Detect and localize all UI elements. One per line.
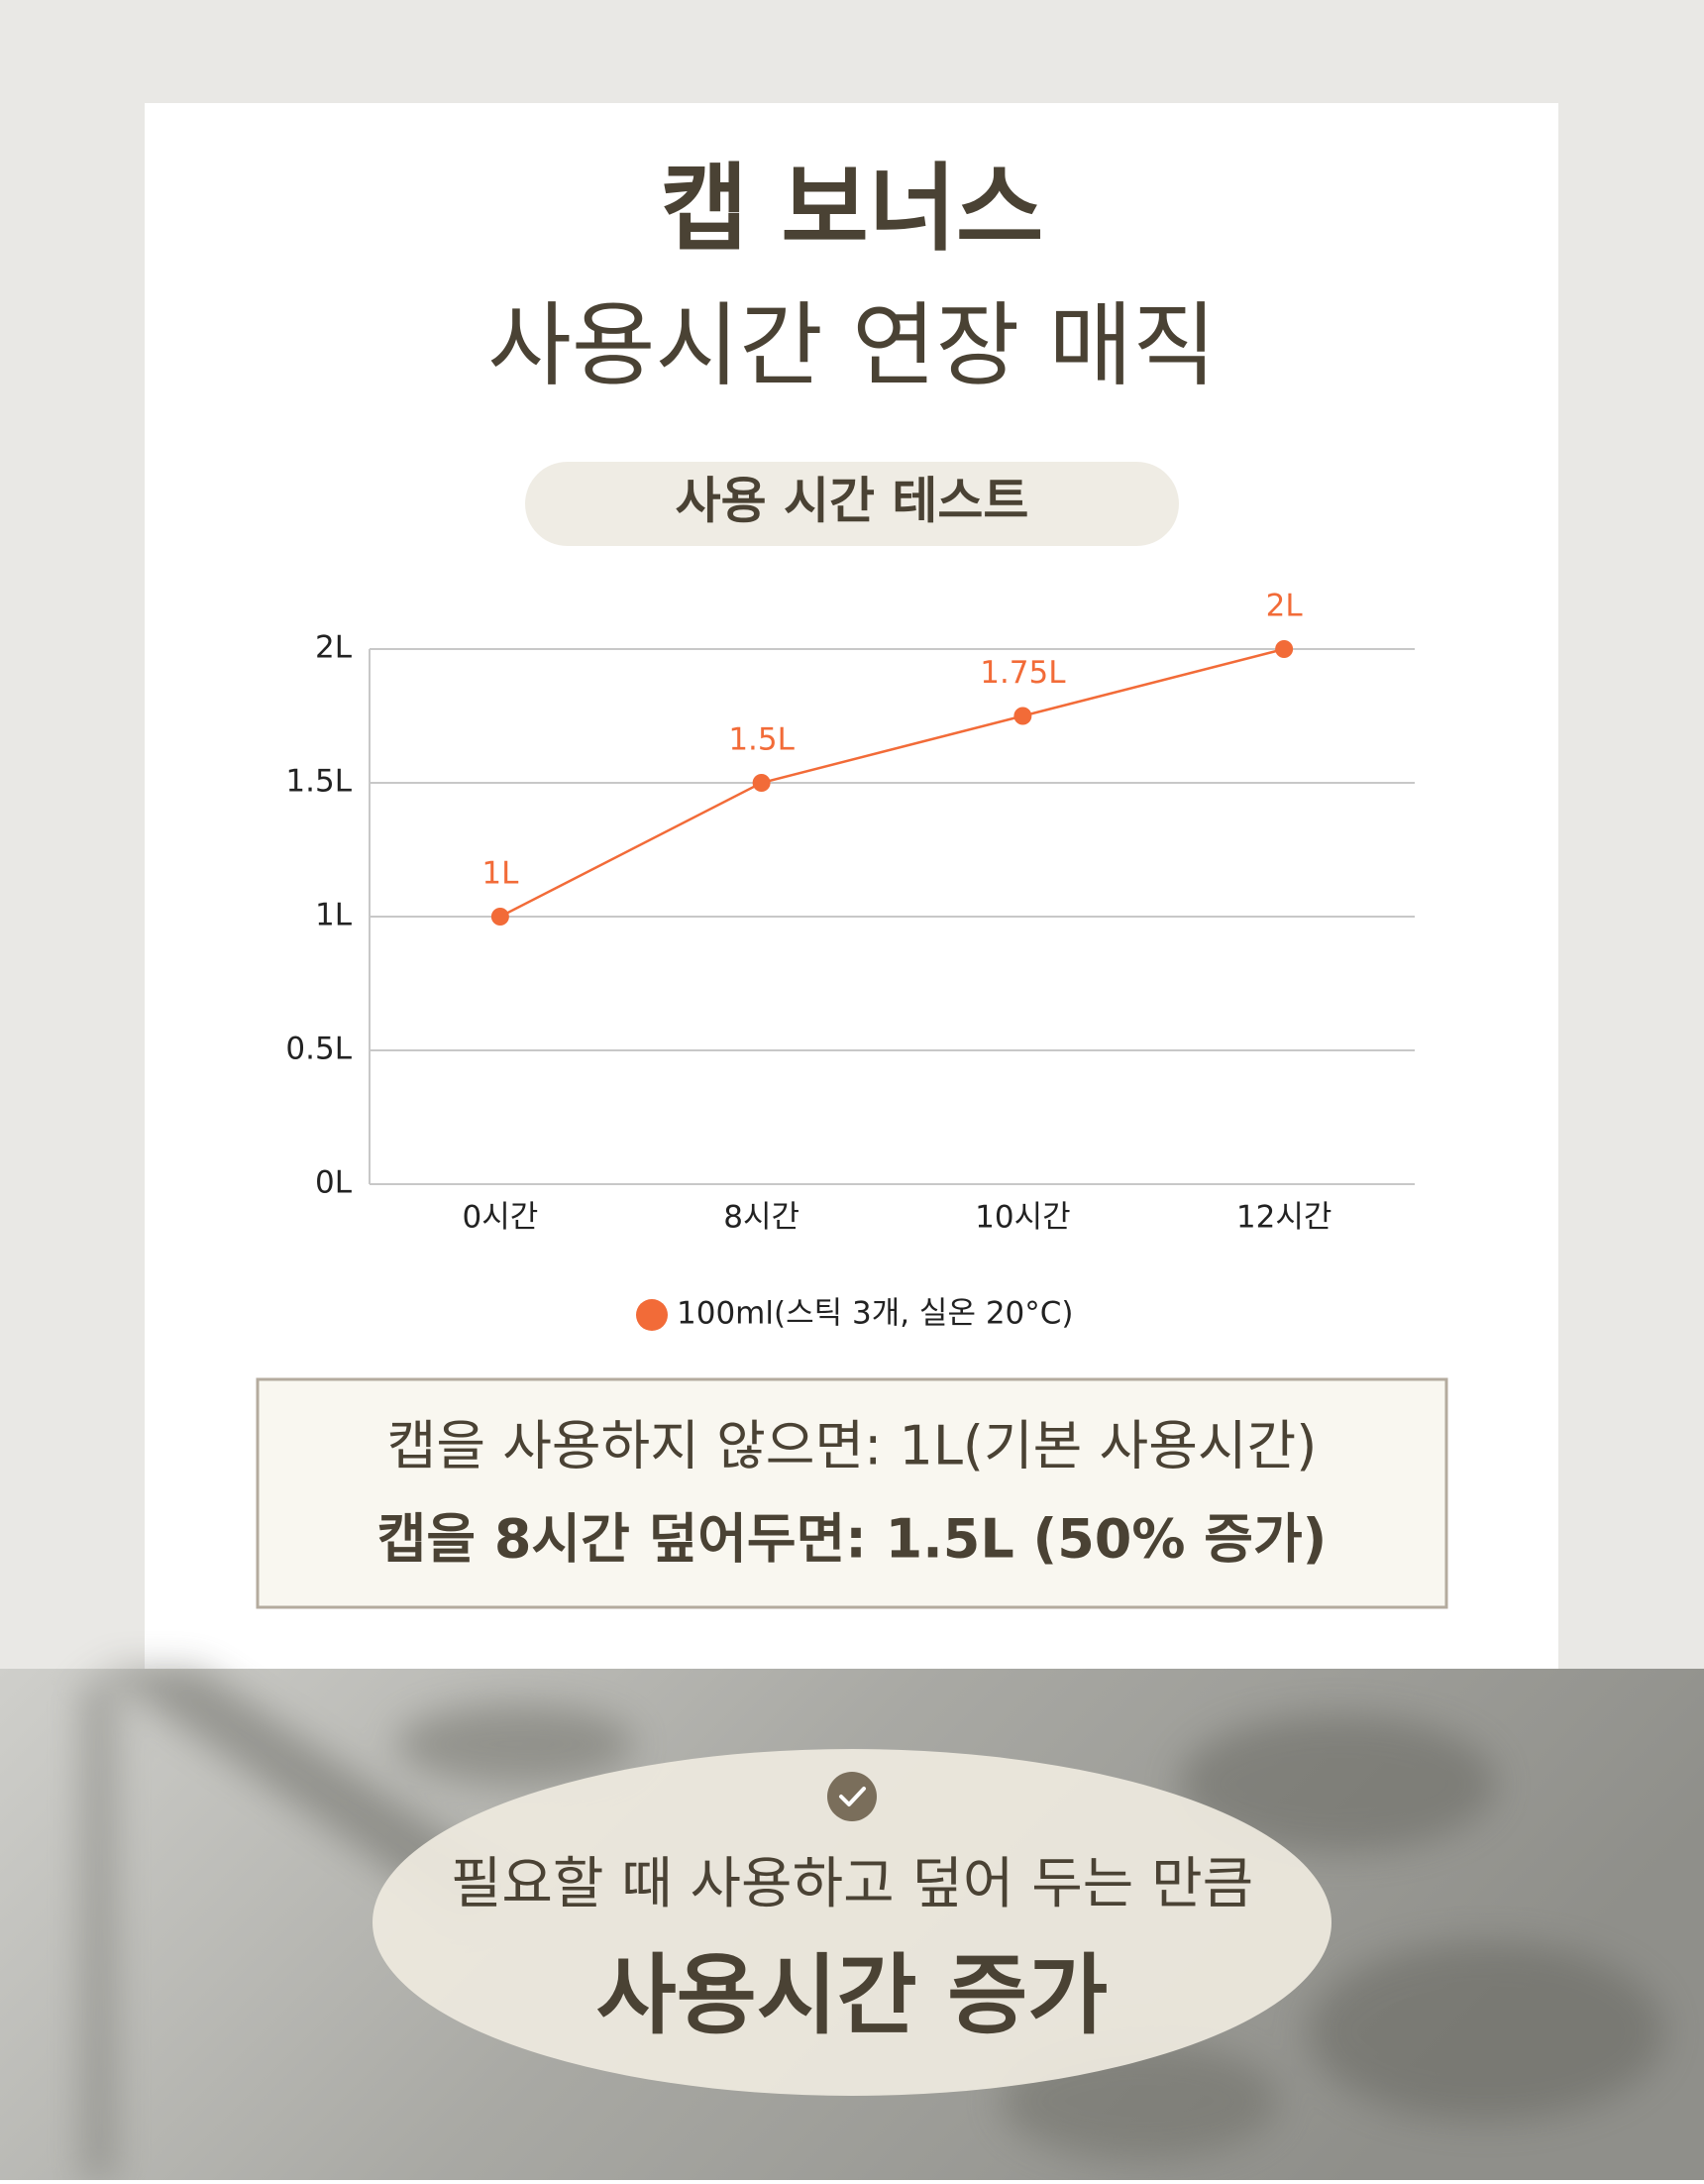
point <box>752 774 771 792</box>
y-tick-label: 0.5L <box>285 1032 352 1067</box>
y-tick-label: 0L <box>315 1165 353 1201</box>
point <box>1275 640 1294 658</box>
badge-text: 사용 시간 테스트 <box>676 473 1029 530</box>
point <box>1013 707 1032 725</box>
value-label: 1.75L <box>980 655 1066 691</box>
note-box <box>256 1377 1448 1609</box>
y-tick-label: 2L <box>315 630 353 666</box>
badge <box>525 462 1179 546</box>
chart: 0L 0.5L 1L 1.5L 2L 0시간 8시간 10시간 12시간 1L 1.5L 1.75L 2… <box>285 589 1415 1332</box>
x-tick-label: 12시간 <box>1236 1200 1332 1236</box>
note-line: 캡을 8시간 덮어두면: 1.5L (50% 증가) <box>377 1508 1328 1571</box>
x-tick-label: 0시간 <box>462 1200 538 1236</box>
legend-marker <box>636 1299 668 1331</box>
value-label: 1L <box>481 856 519 892</box>
y-tick-label: 1.5L <box>285 764 352 800</box>
value-label: 1.5L <box>728 722 795 758</box>
title-line: 사용시간 연장 매직 <box>487 292 1217 398</box>
value-label: 2L <box>1266 589 1304 624</box>
y-tick-label: 1L <box>315 898 353 933</box>
check-mark <box>839 1787 866 1806</box>
footer-ellipse <box>373 1749 1331 2096</box>
x-tick-label: 8시간 <box>723 1200 799 1236</box>
line <box>499 647 1285 919</box>
footer-line: 사용시간 증가 <box>596 1944 1108 2046</box>
x-tick-label: 10시간 <box>975 1200 1071 1236</box>
footer-line: 필요할 때 사용하고 덮어 두는 만큼 <box>451 1852 1253 1916</box>
legend-label: 100ml(스틱 3개, 실온 20°C) <box>677 1296 1074 1332</box>
point <box>490 908 509 926</box>
title-line: 캡 보너스 <box>661 153 1044 264</box>
check-icon <box>827 1772 877 1821</box>
note-line: 캡을 사용하지 않으면: 1L(기본 사용시간) <box>387 1415 1318 1477</box>
